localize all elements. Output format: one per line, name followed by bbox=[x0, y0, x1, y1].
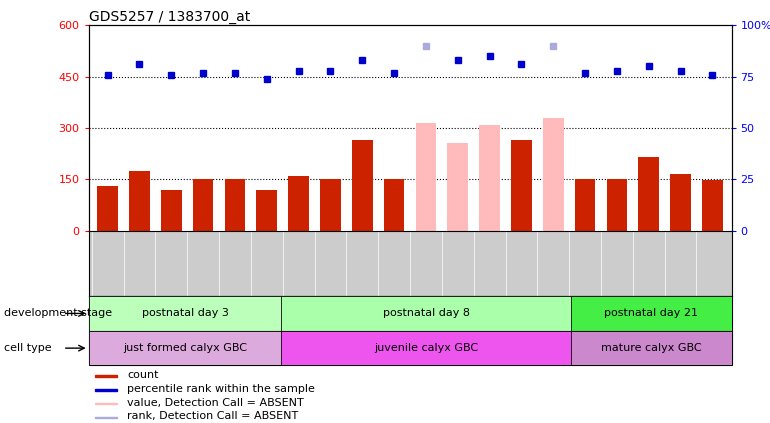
Text: cell type: cell type bbox=[4, 343, 52, 353]
Bar bbox=[352, 140, 373, 231]
Bar bbox=[225, 179, 246, 231]
Bar bbox=[574, 179, 595, 231]
Bar bbox=[89, 331, 282, 365]
Bar bbox=[192, 179, 213, 231]
Text: juvenile calyx GBC: juvenile calyx GBC bbox=[374, 343, 478, 353]
Bar bbox=[702, 180, 723, 231]
Text: count: count bbox=[127, 370, 159, 380]
Text: percentile rank within the sample: percentile rank within the sample bbox=[127, 384, 315, 394]
Text: development stage: development stage bbox=[4, 308, 112, 319]
Bar bbox=[571, 331, 732, 365]
Text: postnatal day 3: postnatal day 3 bbox=[142, 308, 229, 319]
Text: postnatal day 21: postnatal day 21 bbox=[604, 308, 698, 319]
Text: value, Detection Call = ABSENT: value, Detection Call = ABSENT bbox=[127, 398, 304, 408]
Bar bbox=[543, 118, 564, 231]
Text: mature calyx GBC: mature calyx GBC bbox=[601, 343, 701, 353]
Bar bbox=[95, 403, 118, 404]
Bar bbox=[511, 140, 532, 231]
Bar bbox=[161, 190, 182, 231]
Text: postnatal day 8: postnatal day 8 bbox=[383, 308, 470, 319]
Bar bbox=[447, 143, 468, 231]
Text: rank, Detection Call = ABSENT: rank, Detection Call = ABSENT bbox=[127, 412, 299, 421]
Bar bbox=[95, 417, 118, 418]
Bar bbox=[95, 375, 118, 377]
Bar bbox=[89, 296, 282, 331]
Bar bbox=[288, 176, 309, 231]
Bar bbox=[282, 331, 571, 365]
Bar bbox=[571, 296, 732, 331]
Bar bbox=[95, 389, 118, 390]
Bar bbox=[256, 190, 277, 231]
Bar bbox=[670, 174, 691, 231]
Bar bbox=[320, 179, 341, 231]
Bar bbox=[607, 179, 628, 231]
Text: GDS5257 / 1383700_at: GDS5257 / 1383700_at bbox=[89, 10, 249, 25]
Bar bbox=[282, 296, 571, 331]
Bar bbox=[97, 186, 118, 231]
Bar bbox=[383, 179, 404, 231]
Bar bbox=[479, 124, 500, 231]
Bar bbox=[416, 123, 437, 231]
Text: just formed calyx GBC: just formed calyx GBC bbox=[123, 343, 247, 353]
Bar bbox=[129, 171, 150, 231]
Bar bbox=[638, 157, 659, 231]
